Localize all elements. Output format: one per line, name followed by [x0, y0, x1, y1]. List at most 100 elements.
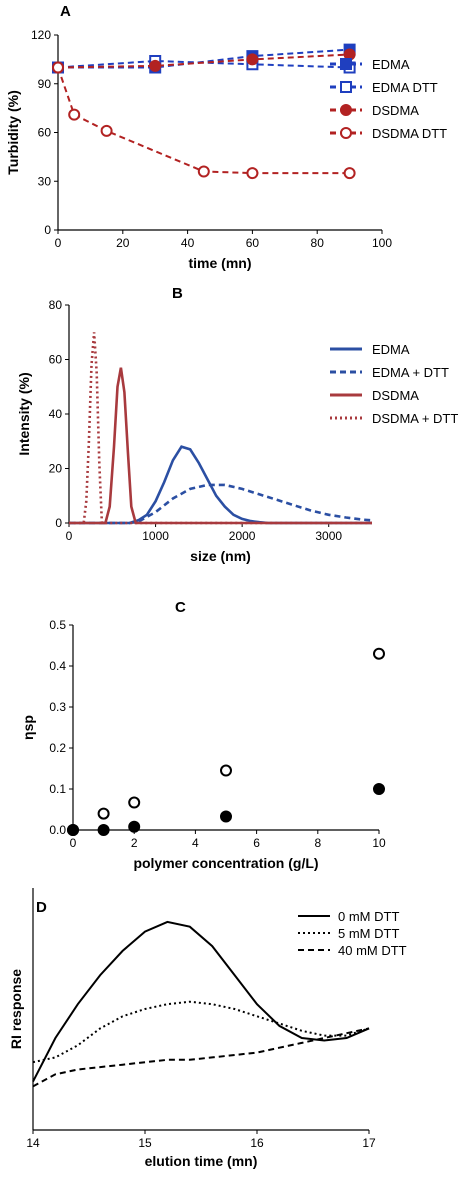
legend: EDMA EDMA + DTT DSDMA DSDMA + DTT [330, 342, 458, 426]
legend-entry: DSDMA [372, 388, 419, 403]
x-tick-label: 4 [192, 836, 199, 850]
panel-label: D [36, 899, 47, 916]
chart-panel-b: B 0 1000 2000 3000 0 20 40 60 80 size (nm) Intensit… [16, 285, 458, 564]
panel-label: A [60, 3, 71, 20]
series-line [57, 67, 350, 175]
x-tick-label: 0 [70, 836, 77, 850]
legend-entry: EDMA + DTT [372, 365, 449, 380]
x-axis-title: size (nm) [190, 548, 251, 564]
y-axis-title: ηsp [20, 715, 36, 740]
x-tick-label: 6 [253, 836, 260, 850]
legend-entry: EDMA DTT [372, 80, 438, 95]
data-point [52, 61, 64, 74]
y-tick-label: 60 [38, 126, 52, 140]
y-tick-label: 0.4 [49, 659, 66, 673]
legend-marker [340, 58, 352, 70]
x-tick-label: 0 [66, 529, 73, 543]
y-tick-label: 40 [49, 407, 63, 421]
data-point [67, 824, 79, 836]
series-edma-dtt [52, 55, 356, 74]
panel-label: C [175, 599, 186, 616]
data-point [97, 824, 110, 836]
legend-entry: DSDMA DTT [372, 126, 447, 141]
y-tick-label: 60 [49, 353, 63, 367]
data-point [68, 108, 81, 121]
x-tick-label: 2 [131, 836, 138, 850]
legend: EDMA EDMA DTT DSDMA DSDMA DTT [330, 57, 447, 141]
data-point [97, 807, 110, 820]
x-tick-label: 17 [362, 1136, 376, 1150]
series-line [32, 1000, 370, 1064]
legend-entry: 0 mM DTT [338, 909, 399, 924]
series-edma [52, 43, 356, 74]
y-tick-label: 0 [44, 223, 51, 237]
y-tick-label: 0.1 [49, 782, 66, 796]
x-tick-label: 0 [55, 236, 62, 250]
x-tick-label: 10 [372, 836, 386, 850]
x-tick-label: 100 [372, 236, 392, 250]
x-tick-label: 1000 [142, 529, 169, 543]
legend-entry: DSDMA [372, 103, 419, 118]
y-axis-title: Intensity (%) [16, 372, 32, 455]
series-set-1 [67, 783, 385, 836]
data-point [128, 796, 141, 809]
y-axis-title: Turbidity (%) [5, 90, 21, 175]
data-point [220, 810, 232, 823]
y-tick-label: 20 [49, 462, 63, 476]
data-point [373, 783, 385, 795]
y-tick-label: 90 [38, 77, 52, 91]
series-line [57, 53, 350, 69]
x-tick-label: 3000 [315, 529, 342, 543]
y-tick-label: 0.2 [49, 741, 66, 755]
series-dsdma [69, 367, 372, 525]
series-5-mm-dtt [32, 1000, 370, 1064]
legend-entry: EDMA [372, 342, 410, 357]
legend: 0 mM DTT 5 mM DTT 40 mM DTT [298, 909, 407, 958]
x-axis-title: time (mn) [189, 255, 252, 271]
series-40-mm-dtt [32, 1027, 370, 1088]
data-point [197, 165, 210, 178]
x-tick-label: 40 [181, 236, 195, 250]
series-line [32, 1027, 370, 1088]
legend-marker [340, 81, 352, 93]
x-axis-title: elution time (mn) [145, 1153, 258, 1169]
series-dsdma-dtt [69, 332, 372, 525]
data-point [100, 124, 113, 137]
y-tick-label: 120 [31, 28, 51, 42]
y-tick-label: 30 [38, 174, 52, 188]
y-tick-label: 0.0 [49, 823, 66, 837]
x-tick-label: 8 [314, 836, 321, 850]
panel-label: B [172, 285, 183, 302]
legend-marker [340, 127, 352, 139]
y-tick-label: 80 [49, 298, 63, 312]
data-point [343, 167, 356, 180]
data-point [149, 59, 162, 72]
series-line [69, 332, 372, 525]
series-line [32, 920, 370, 1083]
chart-panel-d: D 14 15 16 17 elution time (mn) RI response 0 m… [8, 888, 407, 1169]
series-line [57, 59, 350, 69]
data-point [246, 167, 259, 180]
legend-entry: 5 mM DTT [338, 926, 399, 941]
x-tick-label: 20 [116, 236, 130, 250]
x-tick-label: 60 [246, 236, 260, 250]
legend-entry: 40 mM DTT [338, 943, 407, 958]
y-axis-title: RI response [8, 969, 24, 1049]
series-line [69, 483, 373, 525]
chart-panel-c: C 0 2 4 6 8 10 0.0 0.1 0.2 0.3 0.4 0.5 polymer concen… [20, 599, 386, 871]
x-axis-title: polymer concentration (g/L) [133, 855, 318, 871]
series-edma-dtt [69, 483, 373, 525]
data-point [373, 647, 385, 660]
x-tick-label: 16 [250, 1136, 264, 1150]
series-0-mm-dtt [32, 920, 370, 1083]
x-tick-label: 14 [26, 1136, 40, 1150]
series-line [69, 367, 372, 525]
chart-panel-a: A 0 20 40 60 80 100 0 30 60 90 120 time (mn) Turbidit… [5, 3, 447, 271]
data-point [128, 820, 141, 833]
legend-entry: EDMA [372, 57, 410, 72]
y-tick-label: 0.3 [49, 700, 66, 714]
data-point [220, 764, 232, 777]
x-tick-label: 80 [311, 236, 325, 250]
legend-entry: DSDMA + DTT [372, 411, 458, 426]
